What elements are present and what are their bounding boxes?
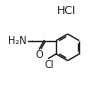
- Text: Cl: Cl: [44, 60, 53, 70]
- Text: H₂N: H₂N: [8, 36, 27, 46]
- Text: HCl: HCl: [57, 6, 76, 16]
- Text: O: O: [35, 50, 42, 60]
